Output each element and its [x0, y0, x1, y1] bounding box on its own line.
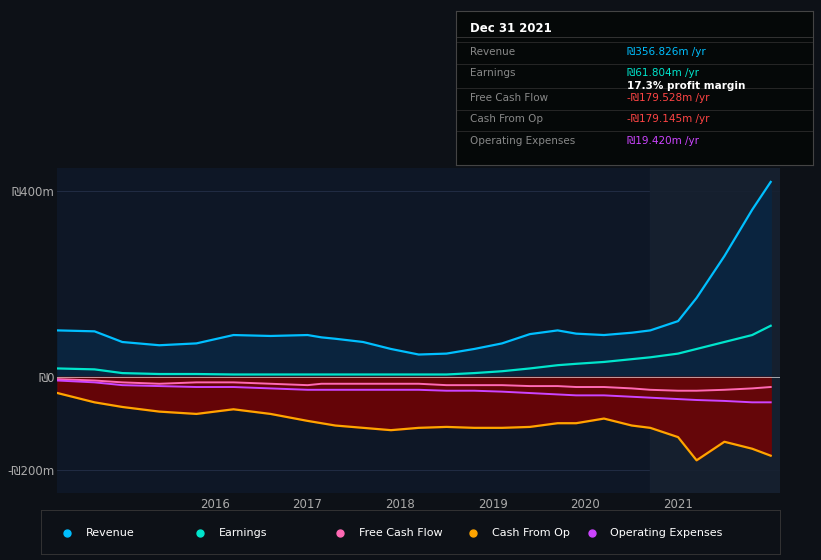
Text: Free Cash Flow: Free Cash Flow — [359, 528, 443, 538]
Text: Revenue: Revenue — [470, 46, 515, 57]
Text: Dec 31 2021: Dec 31 2021 — [470, 22, 552, 35]
Text: ₪19.420m /yr: ₪19.420m /yr — [627, 136, 699, 146]
Text: ₪61.804m /yr: ₪61.804m /yr — [627, 68, 699, 78]
Text: -₪179.145m /yr: -₪179.145m /yr — [627, 114, 709, 124]
Text: Cash From Op: Cash From Op — [470, 114, 543, 124]
Text: -₪179.528m /yr: -₪179.528m /yr — [627, 93, 709, 103]
Text: Earnings: Earnings — [218, 528, 267, 538]
Text: Revenue: Revenue — [85, 528, 134, 538]
Text: Earnings: Earnings — [470, 68, 516, 78]
Text: Operating Expenses: Operating Expenses — [610, 528, 722, 538]
Text: 17.3% profit margin: 17.3% profit margin — [627, 81, 745, 91]
Text: Operating Expenses: Operating Expenses — [470, 136, 576, 146]
Text: ₪356.826m /yr: ₪356.826m /yr — [627, 46, 706, 57]
Text: Free Cash Flow: Free Cash Flow — [470, 93, 548, 103]
Bar — [650, 168, 821, 493]
Text: Cash From Op: Cash From Op — [492, 528, 570, 538]
